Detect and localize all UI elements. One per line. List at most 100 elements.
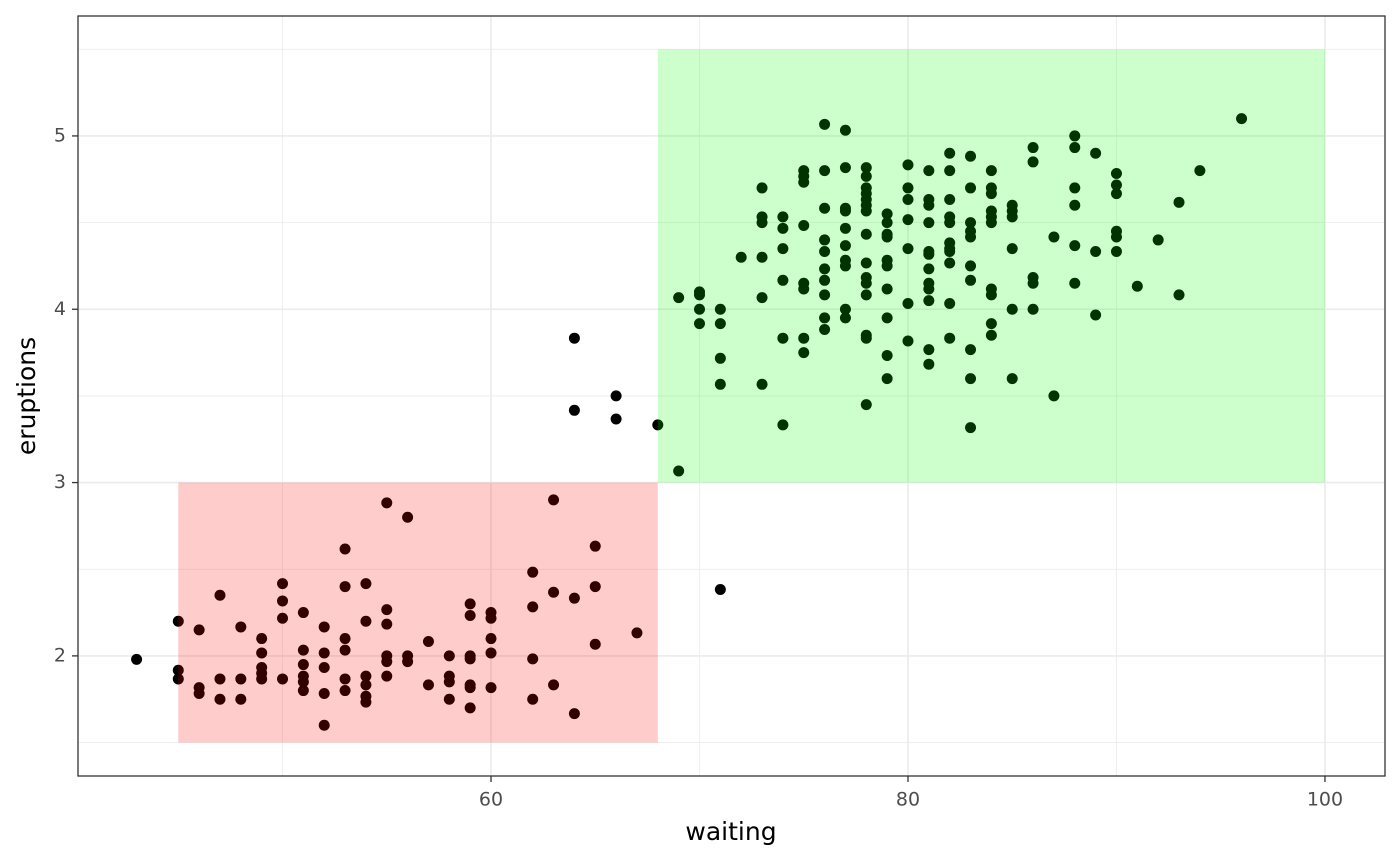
point [965,373,977,385]
point [777,274,789,286]
point [589,638,601,650]
point [1069,199,1081,211]
point [881,283,893,295]
point [485,633,497,645]
point [527,566,539,578]
point [756,378,768,390]
point [1006,243,1018,255]
point [965,274,977,286]
point [1027,277,1039,289]
point [589,540,601,552]
point [381,670,393,682]
point [965,217,977,229]
point [923,248,935,260]
point [1173,289,1185,301]
point [839,124,851,136]
point [839,260,851,272]
point [297,659,309,671]
point [798,347,810,359]
point [318,719,330,731]
point [339,644,351,656]
point [402,511,414,523]
point [902,335,914,347]
point [1090,309,1102,321]
point [923,283,935,295]
point [381,618,393,630]
point [256,673,268,685]
point [568,708,580,720]
point [965,150,977,162]
point [819,165,831,177]
point [1110,179,1122,191]
point [1069,142,1081,154]
point [819,234,831,246]
point [443,650,455,662]
x-tick-label: 60 [479,789,503,811]
point [339,673,351,685]
point [923,217,935,229]
point [944,194,956,206]
point [985,188,997,200]
point [944,298,956,310]
point [1048,231,1060,243]
point [339,685,351,697]
point [693,318,705,330]
point [944,332,956,344]
point [652,419,664,431]
point [318,647,330,659]
point [923,165,935,177]
region [657,49,1325,483]
point [277,578,289,590]
point [923,199,935,211]
point [339,581,351,593]
point [360,615,372,627]
point [839,303,851,315]
point [965,182,977,194]
point [714,303,726,315]
point [548,679,560,691]
point [860,205,872,217]
point [548,494,560,506]
point [1152,234,1164,246]
point [881,260,893,272]
y-tick-label: 3 [54,471,66,493]
point [277,673,289,685]
point [318,662,330,674]
x-axis-title: waiting [685,817,776,846]
point [881,350,893,362]
point [1110,168,1122,180]
point [1027,142,1039,154]
point [610,413,622,425]
point [402,656,414,668]
point [422,636,434,648]
point [839,222,851,234]
point [839,312,851,324]
point [1110,231,1122,243]
point [193,688,205,700]
point [819,246,831,258]
panel-border [77,15,1386,777]
point [673,465,685,477]
point [172,673,184,685]
point [381,656,393,668]
point [777,222,789,234]
point [610,390,622,402]
point [1027,303,1039,315]
point [318,688,330,700]
point [735,251,747,263]
point [965,344,977,356]
point [902,194,914,206]
point [819,202,831,214]
point [777,211,789,223]
point [777,332,789,344]
point [422,679,434,691]
point [944,165,956,177]
point [985,165,997,177]
x-tick-label: 80 [896,789,920,811]
point [1048,390,1060,402]
point [485,682,497,694]
point [443,676,455,688]
point [339,633,351,645]
point [777,243,789,255]
point [631,627,643,639]
